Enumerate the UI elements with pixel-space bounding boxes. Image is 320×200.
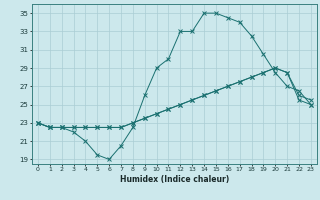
X-axis label: Humidex (Indice chaleur): Humidex (Indice chaleur) [120,175,229,184]
